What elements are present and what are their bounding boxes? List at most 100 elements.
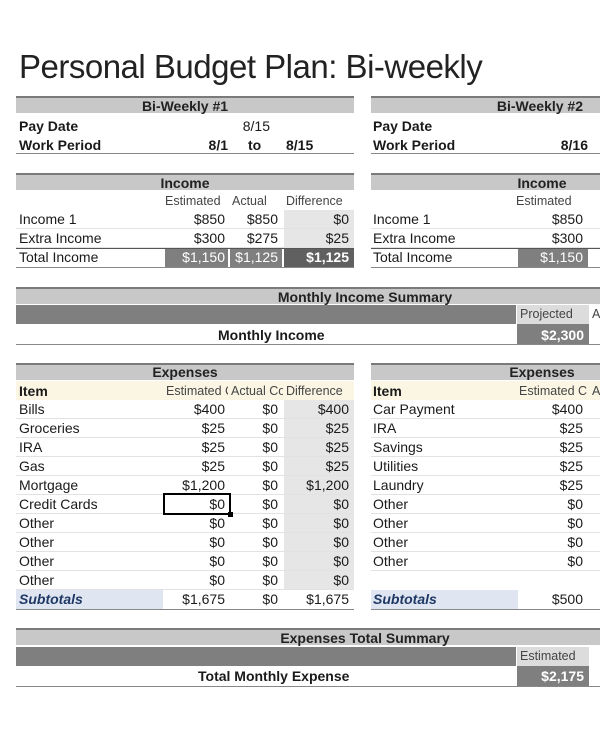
work-period-from-2[interactable]: 8/16 [560,137,588,153]
expense-estimated[interactable]: $25 [559,477,583,493]
expense-actual[interactable]: $0 [262,515,278,531]
estimated-header-cell [517,647,589,666]
pay-date-value[interactable]: 8/15 [242,118,270,134]
expense-item: Bills [19,401,45,417]
work-period-label: Work Period [19,137,102,153]
fill-handle[interactable] [228,512,233,517]
expense-actual[interactable]: $0 [262,496,278,512]
income-label: Extra Income [19,230,102,246]
table-row [16,419,354,438]
expense-estimated[interactable]: $0 [209,515,225,531]
expense-item: Credit Cards [19,496,98,512]
table-row [16,552,354,571]
expense-difference: $400 [317,401,349,417]
expense-estimated[interactable]: $0 [209,553,225,569]
expense-actual[interactable]: $0 [262,534,278,550]
expense-actual[interactable]: $0 [262,439,278,455]
income-estimated[interactable]: $300 [193,230,225,246]
expenses1-col-header-bg [16,381,354,400]
divider [16,153,354,154]
expense-estimated[interactable]: $25 [201,420,225,436]
table-row [16,457,354,476]
expense-actual[interactable]: $0 [262,477,278,493]
expense-estimated[interactable]: $0 [209,534,225,550]
expense-actual[interactable]: $0 [262,572,278,588]
table-row [371,210,600,229]
col-cut: A [592,307,600,321]
subtotal-difference: $1,675 [306,591,349,607]
expense-estimated[interactable]: $0 [209,496,225,512]
expense-difference: $25 [325,420,349,436]
expense-item: Savings [373,439,423,455]
table-row [371,514,600,533]
expense-estimated[interactable]: $25 [559,458,583,474]
expense-estimated[interactable]: $0 [567,515,583,531]
income-estimated[interactable]: $850 [551,211,583,227]
difference-shade [284,210,354,248]
expense-difference: $25 [325,439,349,455]
table-row [371,419,600,438]
expense-estimated[interactable]: $0 [567,496,583,512]
expense-actual[interactable]: $0 [262,458,278,474]
work-period-to[interactable]: 8/15 [286,137,314,153]
divider [16,609,354,610]
expense-item: Other [19,553,55,569]
summary-band [16,305,516,324]
table-row [16,438,354,457]
expense-difference: $25 [325,458,349,474]
biweekly2-header-bar [371,96,600,113]
income2-header-bar [371,173,600,190]
col-actual-cost: Actual Co [231,384,283,398]
expense-actual[interactable]: $0 [262,401,278,417]
income-estimated[interactable]: $300 [551,230,583,246]
work-period-from[interactable]: 8/1 [208,137,228,153]
expenses2-header-bar [371,363,600,380]
subtotal-estimated-2: $500 [551,591,583,607]
divider [371,267,600,268]
total-monthly-expense-label: Total Monthly Expense [198,668,350,684]
subtotal-estimated: $1,675 [182,591,225,607]
expense-estimated[interactable]: $0 [567,534,583,550]
divider [16,267,354,268]
col-item-2: Item [373,383,402,399]
expense-estimated[interactable]: $25 [559,420,583,436]
expense-estimated[interactable]: $1,200 [182,477,225,493]
expenses-total-summary-header: Expenses Total Summary [280,630,450,646]
income-actual[interactable]: $850 [246,211,278,227]
monthly-income-label: Monthly Income [218,327,325,343]
expense-difference: $0 [333,553,349,569]
table-row [371,476,600,495]
divider [371,609,600,610]
divider [371,153,600,154]
income-actual[interactable]: $275 [246,230,278,246]
col-estimated-cost-2: Estimated Cos [519,384,587,398]
expense-estimated[interactable]: $0 [567,553,583,569]
expense-estimated[interactable]: $25 [559,439,583,455]
total-income-estimated: $1,150 [182,249,225,265]
expense-item: Utilities [373,458,419,474]
expenses2-header: Expenses [509,364,575,380]
divider [371,248,600,249]
income-estimated[interactable]: $850 [193,211,225,227]
expense-estimated[interactable]: $400 [193,401,225,417]
expense-item: Other [19,572,55,588]
expense-item: Other [373,534,409,550]
expense-estimated[interactable]: $25 [201,439,225,455]
table-row [371,229,600,248]
expense-estimated[interactable]: $0 [209,572,225,588]
expense-item: Other [19,515,55,531]
expense-estimated[interactable]: $400 [551,401,583,417]
biweekly1-header: Bi-Weekly #1 [141,98,229,114]
total-income-estimated-2: $1,150 [540,249,583,265]
total-cell-bg [518,249,588,267]
total-expense-value-bg [517,666,589,686]
selected-cell[interactable] [163,493,231,515]
work-period-to-label: to [248,137,262,153]
projected-header-cell [517,305,589,324]
expense-estimated[interactable]: $25 [201,458,225,474]
expense-actual[interactable]: $0 [262,553,278,569]
expenses1-header: Expenses [152,364,218,380]
table-row [16,210,354,229]
expense-actual[interactable]: $0 [262,420,278,436]
table-row [16,229,354,248]
